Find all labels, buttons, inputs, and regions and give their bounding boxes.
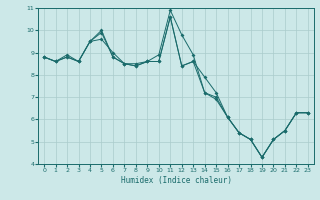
X-axis label: Humidex (Indice chaleur): Humidex (Indice chaleur) [121,176,231,185]
